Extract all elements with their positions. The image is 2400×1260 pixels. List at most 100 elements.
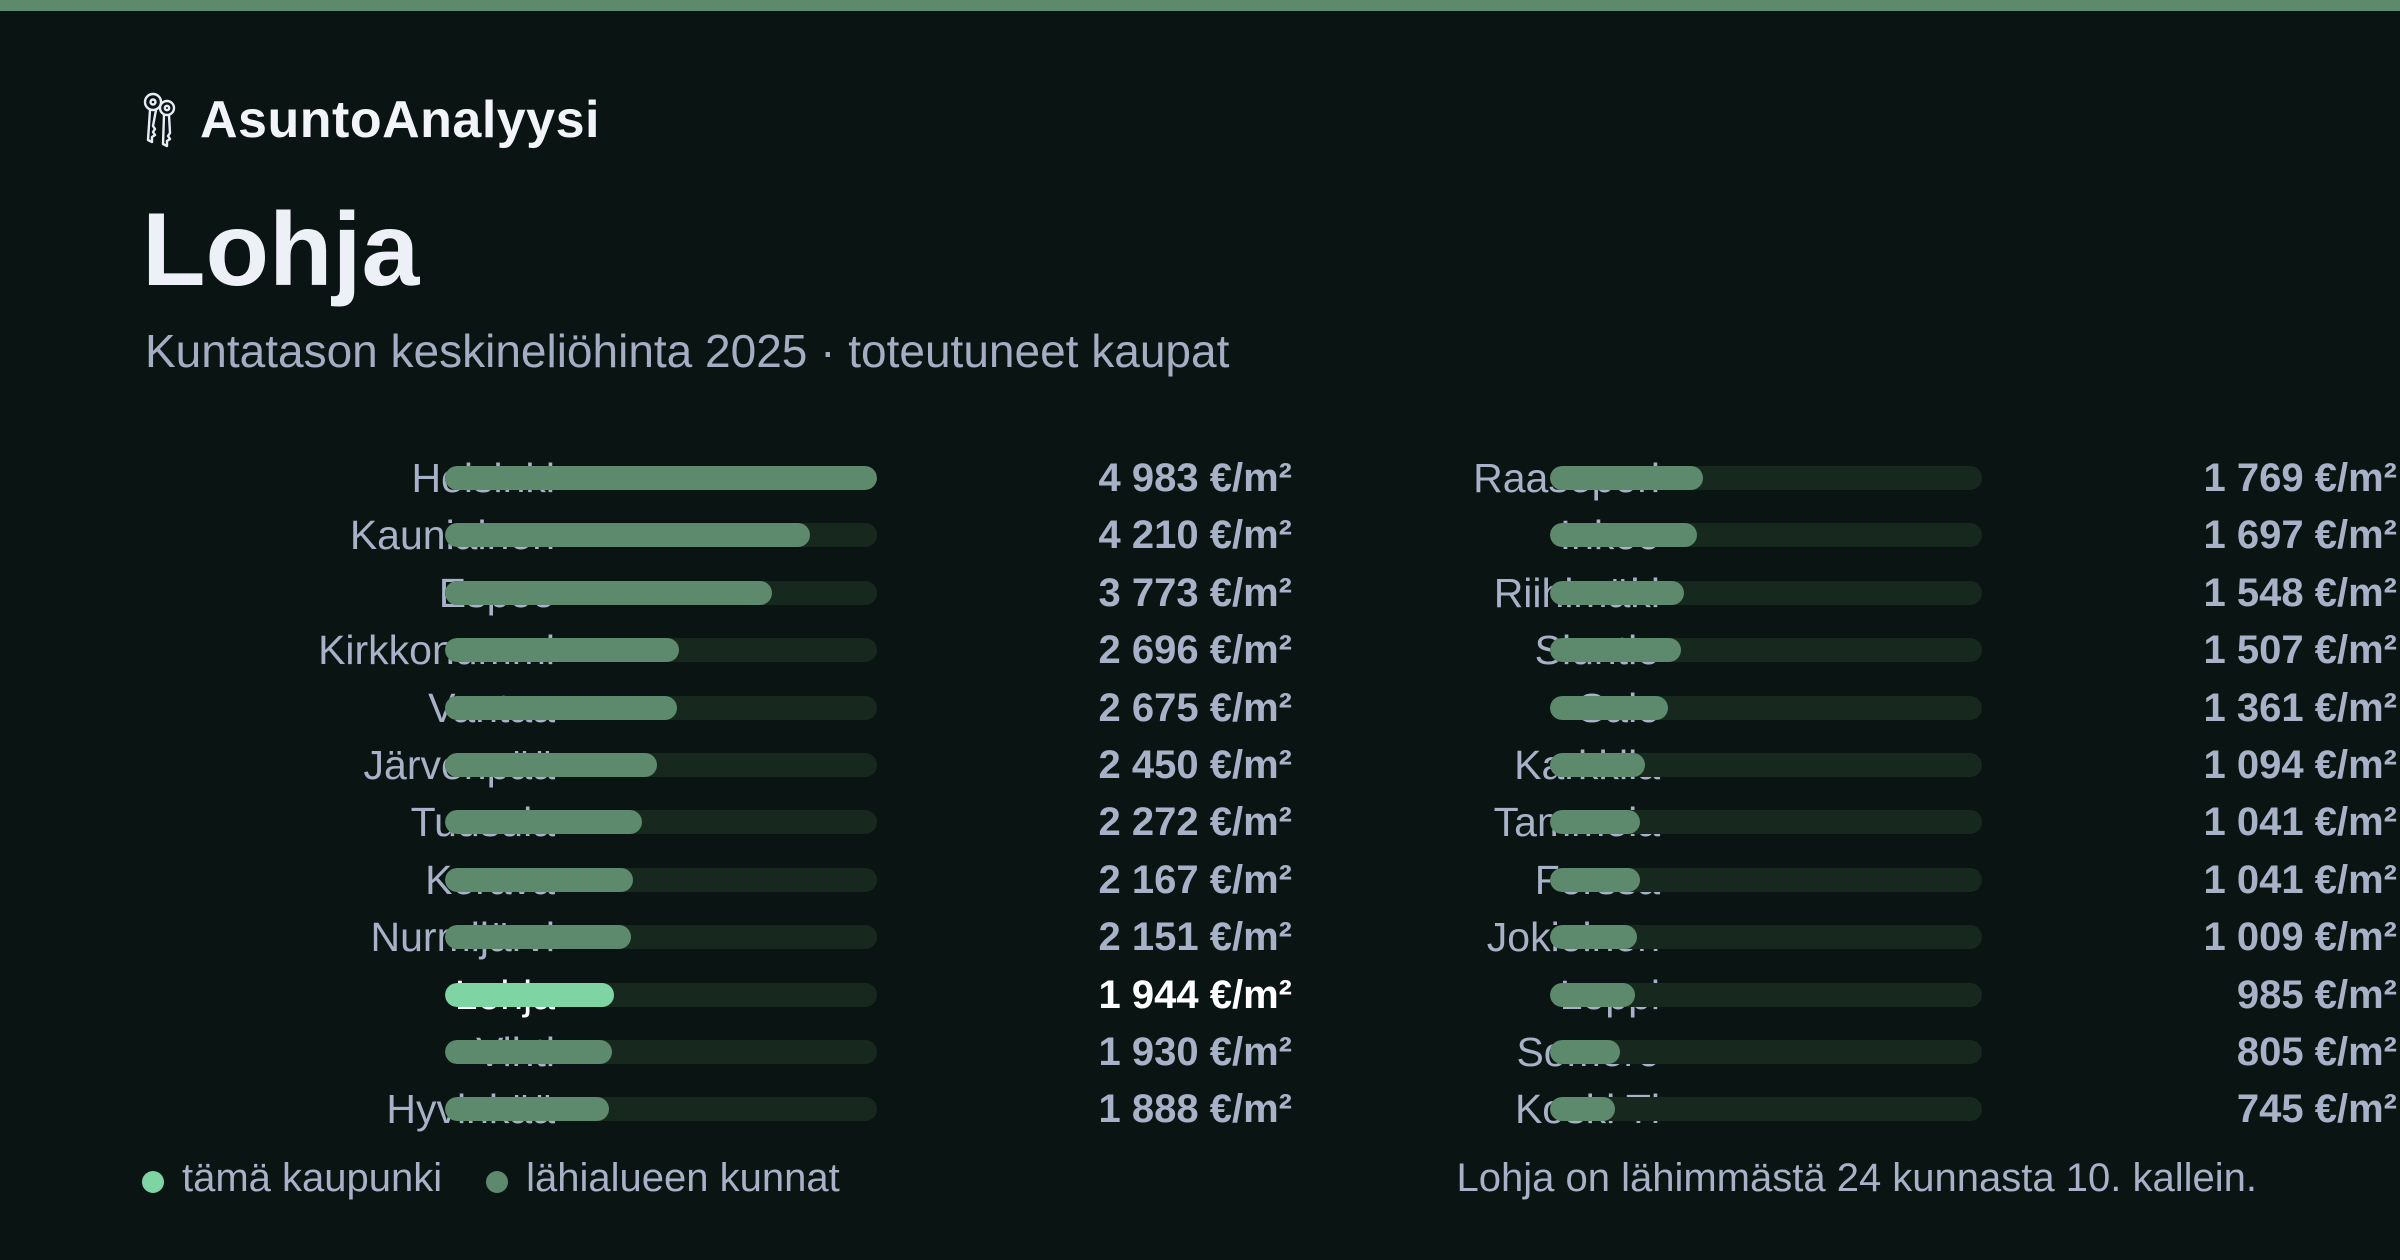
data-label: 1 009 €/m² (2203, 915, 2397, 960)
legend-dot-highlight (142, 1171, 164, 1193)
bar (445, 580, 772, 605)
chart-row: Riihimäki1 548 €/m² (1245, 565, 2397, 622)
data-label: 3 773 €/m² (1098, 570, 1292, 615)
bar (1550, 695, 1668, 720)
bar-track (445, 810, 877, 835)
data-label: 745 €/m² (2236, 1087, 2397, 1132)
bar (1550, 925, 1637, 950)
bar (445, 695, 677, 720)
chart-row: Somero805 €/m² (1245, 1024, 2397, 1081)
chart-row: Tuusula2 272 €/m² (140, 794, 1292, 851)
legend-item-this-city: tämä kaupunki (142, 1156, 442, 1201)
chart-row: Kirkkonummi 2 696 €/m² (140, 622, 1292, 679)
brand: AsuntoAnalyysi (140, 88, 600, 152)
data-label: 1 548 €/m² (2203, 570, 2397, 615)
chart-row: Kauniainen4 210 €/m² (140, 507, 1292, 564)
bar (445, 523, 810, 548)
chart-column-right: Raasepori1 769 €/m²Inkoo1 697 €/m²Riihim… (1245, 450, 2397, 1139)
chart-row: Forssa1 041 €/m² (1245, 852, 2397, 909)
top-accent-stripe (0, 0, 2400, 11)
chart-row: Karkkila1 094 €/m² (1245, 737, 2397, 794)
chart-row: Jokioinen1 009 €/m² (1245, 909, 2397, 966)
bar-track (1550, 580, 1982, 605)
chart-row: Loppi985 €/m² (1245, 967, 2397, 1024)
chart-row: Hyvinkää1 888 €/m² (140, 1081, 1292, 1138)
chart-row: Helsinki4 983 €/m² (140, 450, 1292, 507)
legend-item-nearby: lähialueen kunnat (486, 1156, 840, 1201)
legend-dot-default (486, 1171, 509, 1193)
bar-track (1550, 695, 1982, 720)
data-label: 1 888 €/m² (1098, 1087, 1292, 1132)
chart-row: Vihti1 930 €/m² (140, 1024, 1292, 1081)
bar-track (445, 867, 877, 892)
keys-icon (140, 90, 180, 150)
chart-row: Inkoo1 697 €/m² (1245, 507, 2397, 564)
bar (1550, 810, 1640, 835)
bar-track (445, 580, 877, 605)
data-label: 2 272 €/m² (1098, 800, 1292, 845)
data-label: 2 675 €/m² (1098, 685, 1292, 730)
bar-track (445, 982, 877, 1007)
bar-track (445, 695, 877, 720)
chart-row: Kerava2 167 €/m² (140, 852, 1292, 909)
bar (445, 867, 633, 892)
data-label: 1 094 €/m² (2203, 742, 2397, 787)
chart-row: Koski Tl745 €/m² (1245, 1081, 2397, 1138)
bar (1550, 523, 1697, 548)
bar-track (1550, 523, 1982, 548)
bar-track (1550, 982, 1982, 1007)
data-label: 1 041 €/m² (2203, 800, 2397, 845)
data-label: 1 507 €/m² (2203, 628, 2397, 673)
chart-row: Nurmijärvi2 151 €/m² (140, 909, 1293, 966)
data-label: 1 769 €/m² (2203, 456, 2397, 500)
bar-track (445, 1039, 877, 1064)
chart-row: Järvenpää2 450 €/m² (140, 737, 1292, 794)
chart-row: Tammela1 041 €/m² (1245, 794, 2397, 851)
bar-track (445, 1097, 877, 1122)
chart-row: Lohja1 944 €/m² (140, 967, 1292, 1024)
bar-track (1550, 638, 1982, 663)
chart-row: Siuntio1 507 €/m² (1245, 622, 2397, 679)
bar (1550, 1039, 1620, 1064)
bar-track (445, 638, 877, 663)
bar-track (1550, 925, 1982, 950)
bar-track (445, 466, 877, 490)
data-label: 1 944 €/m² (1098, 972, 1292, 1017)
bar (445, 810, 642, 835)
data-label: 2 167 €/m² (1098, 857, 1292, 902)
bar (1550, 752, 1645, 777)
chart-row: Espoo3 773 €/m² (140, 565, 1292, 622)
bar-track (445, 523, 877, 548)
data-label: 1 041 €/m² (2203, 857, 2397, 902)
bar (445, 982, 614, 1007)
chart-row: Vantaa2 675 €/m² (140, 680, 1292, 737)
data-label: 2 450 €/m² (1098, 742, 1292, 787)
bar-track (1550, 1039, 1982, 1064)
bar (1550, 982, 1635, 1007)
bar (445, 466, 877, 490)
data-label: 4 983 €/m² (1098, 456, 1292, 500)
bar-track (1550, 466, 1982, 490)
data-label: 2 696 €/m² (1098, 628, 1292, 673)
page-subtitle: Kuntatason keskineliöhinta 2025 · toteut… (145, 325, 1230, 377)
legend-label-this-city: tämä kaupunki (182, 1155, 443, 1200)
data-label: 4 210 €/m² (1098, 513, 1292, 558)
data-label: 1 697 €/m² (2203, 513, 2397, 558)
bar (1550, 1097, 1615, 1122)
bar (1550, 466, 1703, 490)
chart-row: Raasepori1 769 €/m² (1245, 450, 2397, 507)
bar (445, 752, 657, 777)
bar-track (1550, 867, 1982, 892)
bar (445, 925, 631, 950)
bar (445, 1097, 609, 1122)
bar (445, 1039, 612, 1064)
legend: tämä kaupunki lähialueen kunnat (142, 1150, 884, 1206)
legend-label-nearby: lähialueen kunnat (526, 1155, 840, 1200)
bar-track (1550, 1097, 1982, 1122)
bar-track (445, 752, 877, 777)
bar (1550, 580, 1684, 605)
page-title: Lohja (142, 192, 420, 308)
brand-name: AsuntoAnalyysi (200, 91, 600, 149)
bar (445, 638, 679, 663)
chart-column-left: Helsinki4 983 €/m²Kauniainen4 210 €/m²Es… (140, 450, 1293, 1139)
